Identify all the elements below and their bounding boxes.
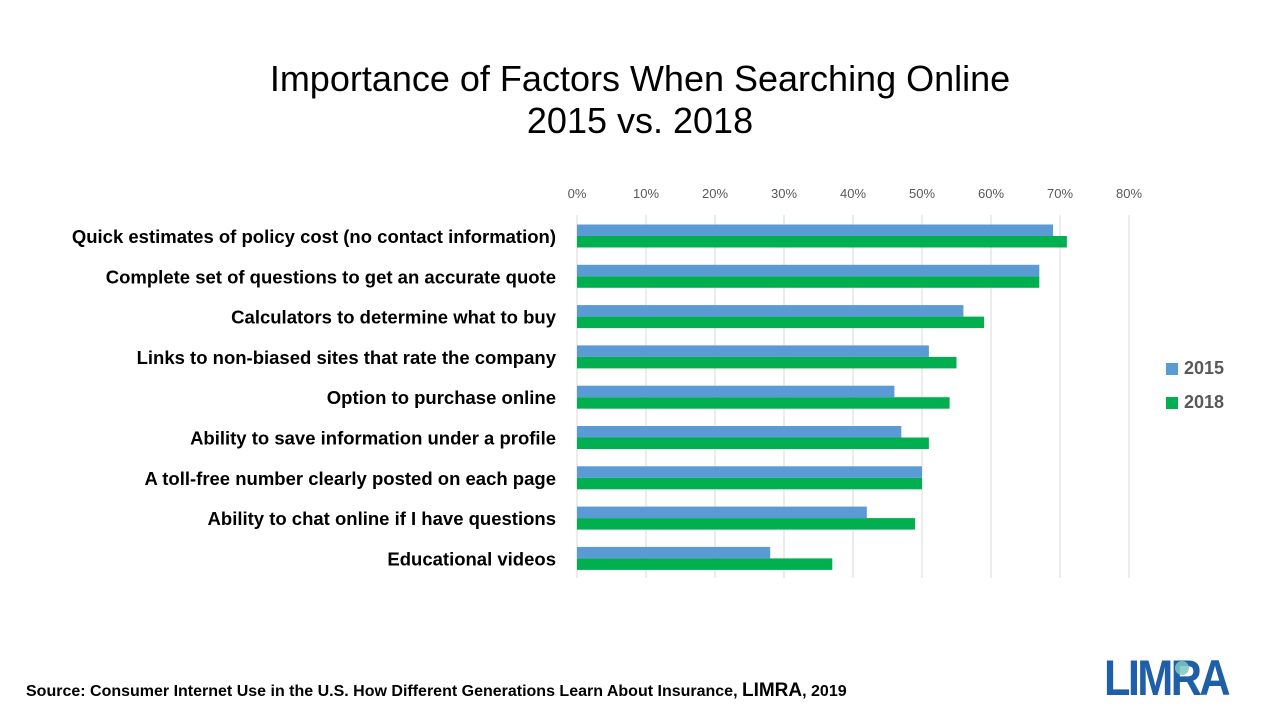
- chart-title-line2: 2015 vs. 2018: [526, 100, 754, 141]
- x-tick-label: 50%: [909, 186, 935, 201]
- chart-title: Importance of Factors When Searching Onl…: [0, 58, 1280, 142]
- bar-2018: [577, 276, 1040, 288]
- x-tick-label: 20%: [702, 186, 728, 201]
- x-tick-label: 30%: [771, 186, 797, 201]
- bar-2018: [577, 558, 833, 570]
- x-tick-label: 40%: [840, 186, 866, 201]
- bar-2018: [577, 477, 922, 490]
- category-label: A toll-free number clearly posted on eac…: [144, 468, 556, 489]
- bar-chart: 0% 10% 20% 30% 40% 50% 60% 70% 80% Quick estimate…: [72, 186, 1224, 578]
- bar-2018: [577, 316, 985, 329]
- bar-2015: [577, 305, 964, 317]
- category-label: Ability to save information under a prof…: [190, 428, 556, 449]
- bar-2018: [577, 356, 957, 369]
- category-label: Option to purchase online: [327, 387, 556, 408]
- source-note: Source: Consumer Internet Use in the U.S…: [26, 680, 847, 702]
- legend-label-2015: 2015: [1184, 358, 1224, 378]
- category-label: Quick estimates of policy cost (no conta…: [72, 226, 556, 247]
- bar-2015: [577, 224, 1054, 236]
- category-label: Educational videos: [387, 548, 556, 569]
- bar-2018: [577, 437, 929, 449]
- category-label: Links to non-biased sites that rate the …: [137, 347, 557, 368]
- bar-2015: [577, 385, 895, 398]
- x-tick-label: 10%: [633, 186, 659, 201]
- bar-2015: [577, 506, 867, 519]
- bar-2018: [577, 236, 1067, 248]
- category-label: Ability to chat online if I have questio…: [208, 508, 556, 529]
- limra-logo: LIMRA: [1104, 650, 1232, 700]
- x-tick-label: 60%: [978, 186, 1004, 201]
- bar-2015: [577, 466, 922, 478]
- source-prefix: Source: Consumer Internet Use in the U.S…: [26, 683, 742, 700]
- source-suffix: , 2019: [802, 683, 847, 700]
- bar-2015: [577, 345, 929, 357]
- bar-2018: [577, 518, 916, 530]
- chart-title-line1: Importance of Factors When Searching Onl…: [269, 58, 1011, 99]
- source-brand: LIMRA: [741, 680, 803, 701]
- category-label: Complete set of questions to get an accu…: [106, 266, 556, 287]
- bar-2015: [577, 546, 771, 559]
- x-tick-label: 80%: [1116, 186, 1142, 201]
- category-label: Calculators to determine what to buy: [231, 307, 557, 328]
- svg-text:LIMRA: LIMRA: [1104, 650, 1230, 700]
- legend-label-2018: 2018: [1184, 392, 1224, 412]
- x-tick-label: 0%: [568, 186, 587, 201]
- bar-2018: [577, 397, 950, 409]
- bar-2015: [577, 264, 1040, 277]
- bar-2015: [577, 426, 902, 438]
- legend-swatch-2018: [1166, 397, 1178, 409]
- legend-swatch-2015: [1166, 363, 1178, 375]
- x-tick-label: 70%: [1047, 186, 1073, 201]
